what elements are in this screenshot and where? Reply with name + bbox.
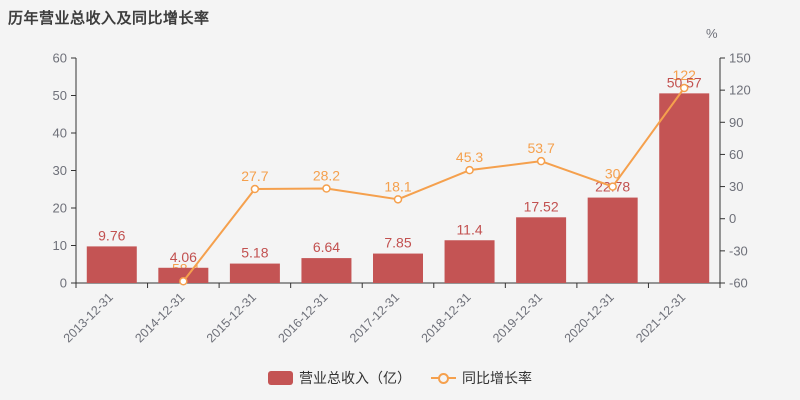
left-axis-tick-label: 50 <box>53 88 67 103</box>
right-axis-tick-label: -30 <box>729 243 748 258</box>
bar-value-label: 5.18 <box>241 245 268 261</box>
bar[interactable] <box>587 197 638 283</box>
line-swatch-marker-icon <box>438 373 449 384</box>
line-value-label: 28.2 <box>313 168 340 184</box>
bar[interactable] <box>229 263 280 283</box>
left-axis-tick-label: 0 <box>60 276 67 291</box>
legend-label-revenue: 营业总收入（亿） <box>299 370 411 386</box>
legend-item-revenue[interactable]: 营业总收入（亿） <box>268 368 411 388</box>
x-axis-label: 2014-12-31 <box>132 290 187 345</box>
bar-value-label: 50.57 <box>667 74 702 90</box>
x-axis-label: 2018-12-31 <box>419 290 474 345</box>
left-axis-tick-label: 10 <box>53 238 67 253</box>
axes: 0 10 20 30 40 50 60 -60 -30 0 30 60 90 120 150 <box>53 51 751 291</box>
bar[interactable] <box>158 267 209 283</box>
bar[interactable] <box>516 217 567 283</box>
line-value-label: 27.7 <box>241 168 268 184</box>
bar[interactable] <box>444 240 495 283</box>
left-axis-tick-label: 40 <box>53 126 67 141</box>
bar[interactable] <box>659 93 710 283</box>
line-point-marker[interactable] <box>608 182 617 191</box>
line-series-swatch-icon <box>431 371 456 385</box>
bar-value-label: 7.85 <box>384 235 411 251</box>
x-axis-label: 2017-12-31 <box>347 290 402 345</box>
line-point-marker[interactable] <box>536 156 546 166</box>
line-point-marker[interactable] <box>179 277 188 286</box>
line-path <box>182 87 686 282</box>
line-value-label: 30 <box>605 166 621 182</box>
bar-series <box>86 93 710 283</box>
legend-label-growth: 同比增长率 <box>462 370 532 386</box>
x-axis-label: 2020-12-31 <box>562 290 617 345</box>
x-axis-label: 2021-12-31 <box>633 290 688 345</box>
left-axis-tick-label: 20 <box>53 201 67 216</box>
bar-value-label: 17.52 <box>524 198 559 214</box>
right-axis-tick-label: 150 <box>729 51 751 66</box>
bar[interactable] <box>301 258 352 283</box>
right-axis-tick-label: 60 <box>729 147 743 162</box>
line-markers <box>179 83 689 286</box>
x-axis-labels: 2013-12-31 2014-12-31 2015-12-31 2016-12-31… <box>61 290 689 345</box>
x-axis-label: 2013-12-31 <box>61 290 116 345</box>
right-axis-tick-label: 30 <box>729 179 743 194</box>
line-value-label: 18.1 <box>384 178 411 194</box>
legend-item-growth[interactable]: 同比增长率 <box>431 368 532 388</box>
right-axis-tick-label: 0 <box>729 211 736 226</box>
bar-series-swatch-icon <box>268 371 293 385</box>
bar-value-label: 11.4 <box>456 221 482 237</box>
bar[interactable] <box>373 253 423 283</box>
bar-value-label: 6.64 <box>313 239 340 255</box>
right-axis-unit-label: % <box>706 26 718 41</box>
right-axis-tick-label: -60 <box>729 276 748 291</box>
line-point-marker[interactable] <box>322 184 331 193</box>
x-axis-label: 2016-12-31 <box>275 290 330 345</box>
left-axis-tick-label: 30 <box>53 163 67 178</box>
line-point-marker[interactable] <box>679 83 689 93</box>
line-point-marker[interactable] <box>465 165 474 175</box>
legend: 营业总收入（亿） 同比增长率 <box>0 368 800 388</box>
line-point-marker[interactable] <box>393 195 403 204</box>
bar[interactable] <box>86 246 137 283</box>
chart-title: 历年营业总收入及同比增长率 <box>8 10 210 27</box>
right-axis-tick-label: 120 <box>729 83 751 98</box>
line-value-label: 53.7 <box>527 140 554 156</box>
x-axis-label: 2019-12-31 <box>490 290 545 345</box>
x-axis-label: 2015-12-31 <box>204 290 259 345</box>
bar-value-label: 9.76 <box>98 227 125 243</box>
line-point-marker[interactable] <box>250 184 260 194</box>
line-value-label: 122 <box>673 67 697 83</box>
bar-value-label: 4.06 <box>170 249 197 265</box>
right-axis-tick-label: 90 <box>729 115 743 130</box>
left-axis-tick-label: 60 <box>53 51 67 66</box>
line-value-label: 45.3 <box>456 149 483 165</box>
